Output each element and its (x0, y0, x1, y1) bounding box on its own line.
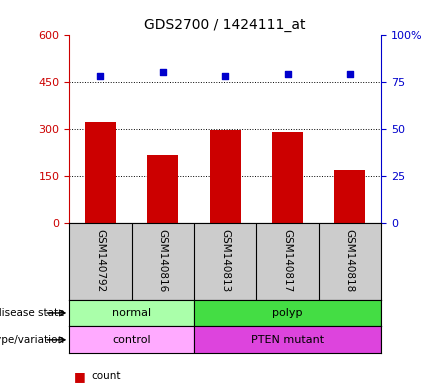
Bar (334, 170, 365, 223)
Text: GSM140817: GSM140817 (282, 229, 293, 292)
Bar (272, 132, 303, 223)
Bar (69, 326, 194, 353)
Point (159, 69, 166, 75)
Bar (69, 300, 194, 326)
Text: control: control (112, 335, 151, 345)
Point (222, 73, 229, 79)
Text: GSM140816: GSM140816 (158, 229, 168, 292)
Text: PTEN mutant: PTEN mutant (251, 335, 324, 345)
Bar (194, 326, 381, 353)
Text: GSM140818: GSM140818 (345, 229, 355, 292)
Text: polyp: polyp (272, 308, 303, 318)
Point (97, 73, 104, 79)
Bar (194, 300, 381, 326)
Point (346, 71, 353, 77)
Text: ■: ■ (74, 370, 85, 383)
Text: GSM140813: GSM140813 (220, 229, 230, 292)
Text: disease state: disease state (0, 308, 65, 318)
Text: normal: normal (112, 308, 151, 318)
Text: genotype/variation: genotype/variation (0, 335, 65, 345)
Bar (85, 122, 116, 223)
Bar (147, 155, 178, 223)
Text: GSM140792: GSM140792 (95, 229, 106, 292)
Bar (210, 130, 241, 223)
Title: GDS2700 / 1424111_at: GDS2700 / 1424111_at (145, 18, 306, 32)
Text: count: count (91, 371, 120, 381)
Point (284, 71, 291, 77)
